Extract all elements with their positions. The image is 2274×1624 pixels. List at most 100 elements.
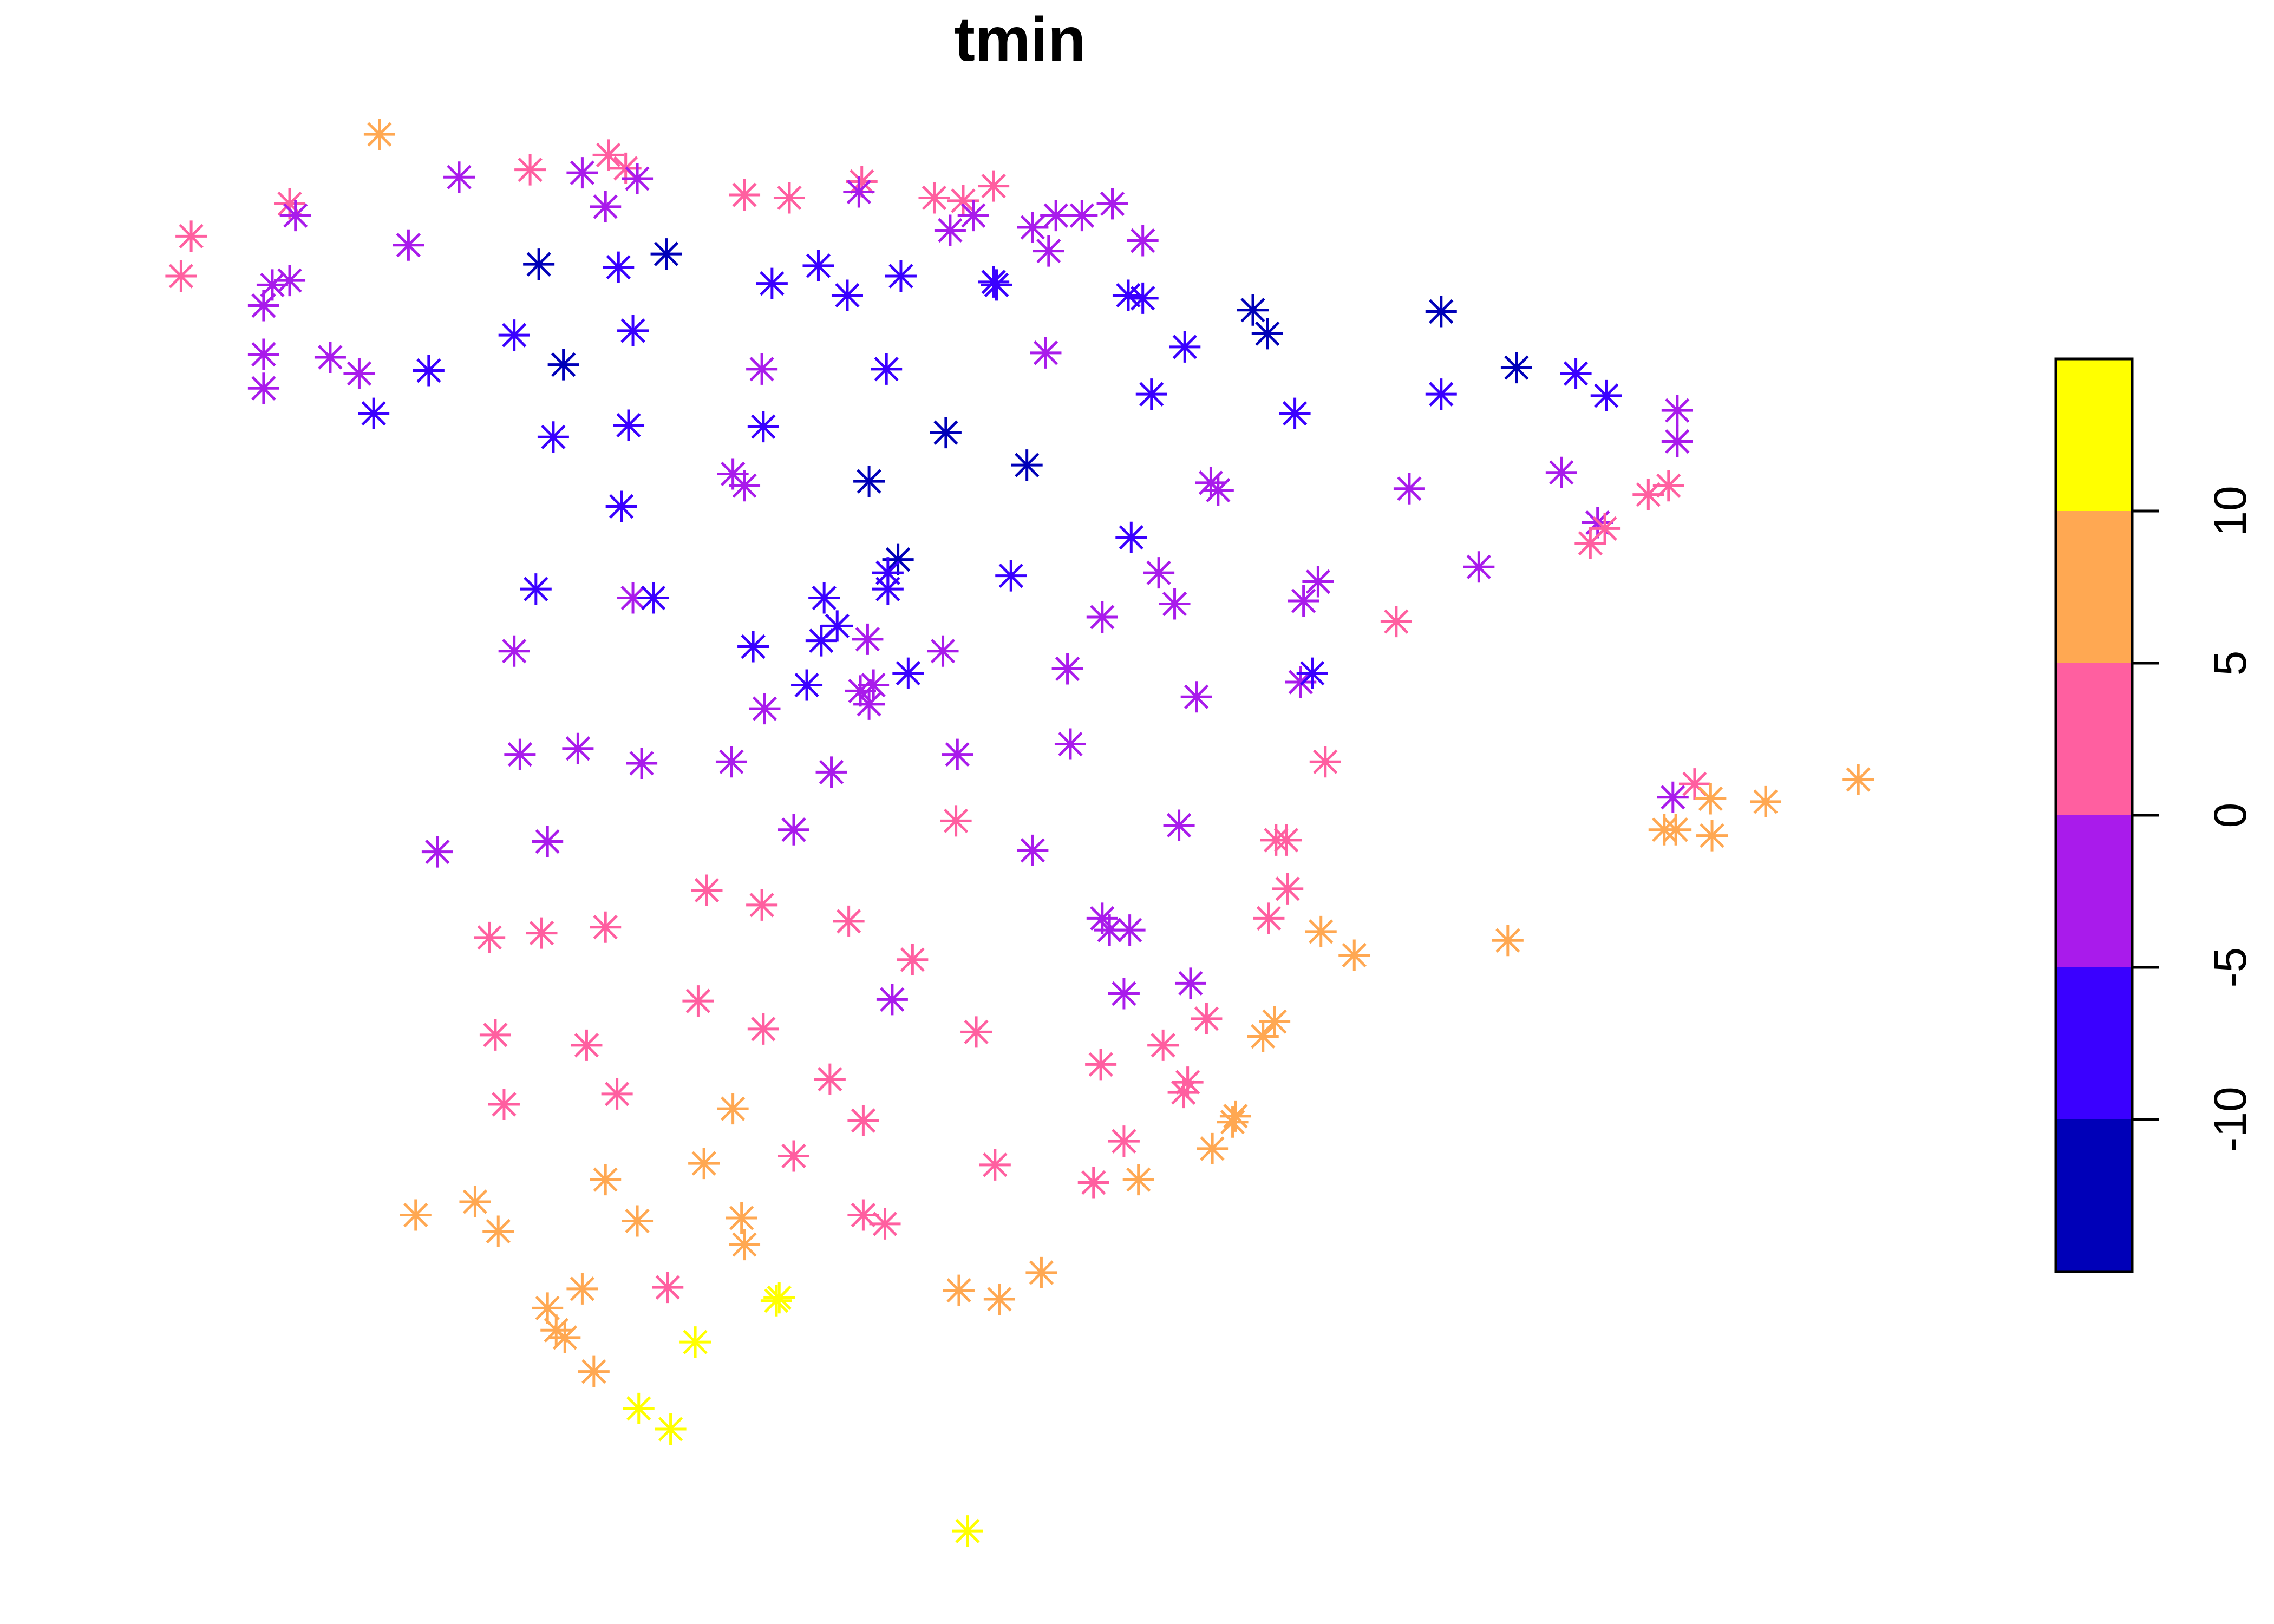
data-point [872, 557, 904, 589]
data-point [655, 1413, 687, 1445]
data-point [897, 944, 929, 975]
data-point [1085, 1049, 1117, 1081]
legend-color-bin [2056, 359, 2132, 511]
data-point [279, 200, 311, 232]
data-point [549, 1321, 581, 1353]
data-point [637, 582, 669, 614]
data-point [165, 260, 197, 292]
data-point [934, 214, 966, 246]
data-point [815, 756, 847, 788]
data-point [892, 657, 924, 689]
data-point [1661, 425, 1693, 457]
data-point [514, 154, 546, 186]
data-point [532, 1292, 564, 1324]
data-point [885, 260, 917, 292]
data-point [726, 1202, 757, 1234]
data-point [746, 889, 778, 921]
data-point [978, 170, 1010, 202]
data-point [1492, 925, 1524, 957]
data-point [756, 267, 788, 299]
data-point [566, 157, 598, 189]
points-layer [165, 119, 1874, 1547]
data-point [679, 1326, 711, 1358]
legend-color-bin [2056, 663, 2132, 815]
data-point [413, 355, 445, 387]
data-point [1191, 1003, 1223, 1034]
data-point [802, 250, 834, 281]
data-point [1696, 820, 1728, 852]
data-point [1237, 294, 1269, 326]
data-point [523, 248, 555, 280]
data-point [1259, 1006, 1291, 1038]
data-point [1652, 470, 1684, 502]
data-point [805, 625, 837, 657]
data-point [532, 826, 564, 857]
data-point [590, 191, 622, 222]
data-point [918, 182, 950, 214]
data-point [605, 490, 637, 522]
data-point [749, 693, 781, 725]
data-point [578, 1355, 610, 1387]
data-point [1500, 352, 1532, 384]
data-point [691, 874, 723, 906]
data-point [652, 1272, 684, 1304]
data-point [650, 238, 682, 270]
legend-color-bin [2056, 511, 2132, 663]
data-point [504, 738, 536, 770]
data-point [1251, 318, 1283, 350]
data-point [717, 1093, 749, 1125]
data-point [1197, 1132, 1229, 1164]
data-point [1302, 566, 1334, 598]
data-point [1842, 764, 1874, 795]
data-point [747, 411, 779, 443]
legend-tick-label: -10 [2205, 1086, 2256, 1152]
data-point [626, 748, 658, 779]
data-point [947, 185, 979, 217]
data-point [940, 805, 972, 837]
data-point [1115, 521, 1147, 553]
data-point [869, 1208, 901, 1240]
data-point [1033, 235, 1064, 267]
data-point [1147, 1029, 1179, 1061]
data-point [488, 1089, 520, 1120]
data-point [1011, 449, 1043, 481]
data-point [777, 814, 809, 846]
data-point [247, 372, 279, 404]
data-point [1163, 809, 1195, 841]
data-point [791, 669, 823, 701]
data-point [603, 251, 635, 283]
data-point [1143, 557, 1175, 589]
legend-color-bin [2056, 967, 2132, 1119]
data-point [960, 1016, 992, 1048]
data-point [459, 1186, 491, 1217]
data-point [746, 353, 778, 385]
data-point [688, 1148, 720, 1180]
data-point [421, 836, 453, 868]
data-point [1030, 337, 1062, 369]
data-point [872, 573, 904, 605]
data-point [983, 1284, 1015, 1315]
data-point [617, 582, 649, 614]
data-point [773, 182, 805, 214]
data-point [1180, 681, 1212, 713]
data-point [1086, 902, 1118, 934]
data-point [498, 635, 530, 667]
data-point [1545, 456, 1577, 488]
data-point [562, 732, 594, 764]
data-point [617, 315, 649, 346]
data-point [1750, 785, 1782, 817]
data-point [871, 353, 903, 385]
data-point [274, 265, 306, 297]
data-point [858, 669, 890, 701]
data-point [821, 610, 853, 642]
data-point [566, 1273, 598, 1305]
data-point [1560, 358, 1592, 389]
data-point [1086, 601, 1118, 633]
data-point [814, 1063, 846, 1095]
data-point [1272, 873, 1304, 905]
data-point [979, 1149, 1011, 1181]
legend-tick-label: -5 [2205, 947, 2256, 988]
data-point [1077, 1167, 1109, 1199]
data-point [1127, 282, 1159, 314]
data-point [601, 1078, 633, 1110]
